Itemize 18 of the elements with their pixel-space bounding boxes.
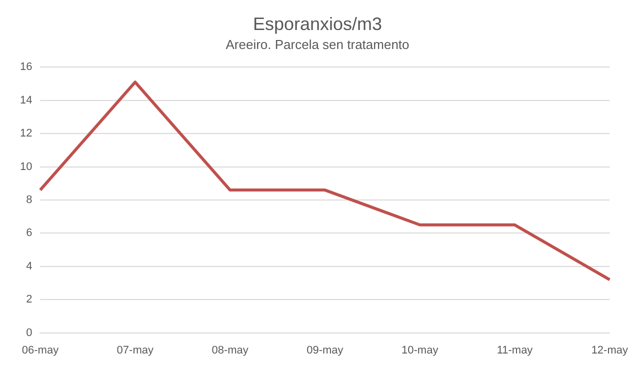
y-tick-label: 6 [26,227,32,240]
x-tick-label: 08-may [212,344,249,356]
y-tick-label: 4 [26,260,32,272]
chart-subtitle: Areeiro. Parcela sen tratamento [226,36,410,52]
x-tick-label: 12-may [591,344,628,356]
y-tick-label: 8 [26,194,32,206]
y-tick-label: 12 [20,128,32,140]
y-tick-label: 14 [20,94,32,106]
y-tick-label: 2 [26,294,32,306]
x-tick-label: 07-may [116,344,154,356]
chart-title: Esporanxios/m3 [252,14,382,34]
y-tick-label: 10 [20,160,32,173]
x-tick-label: 11-may [496,344,534,356]
x-tick-label: 09-may [306,344,344,356]
x-tick-label: 06-may [22,344,60,356]
x-tick-label: 10-may [402,344,439,356]
y-tick-label: 16 [20,61,32,74]
y-tick-label: 0 [26,326,32,339]
